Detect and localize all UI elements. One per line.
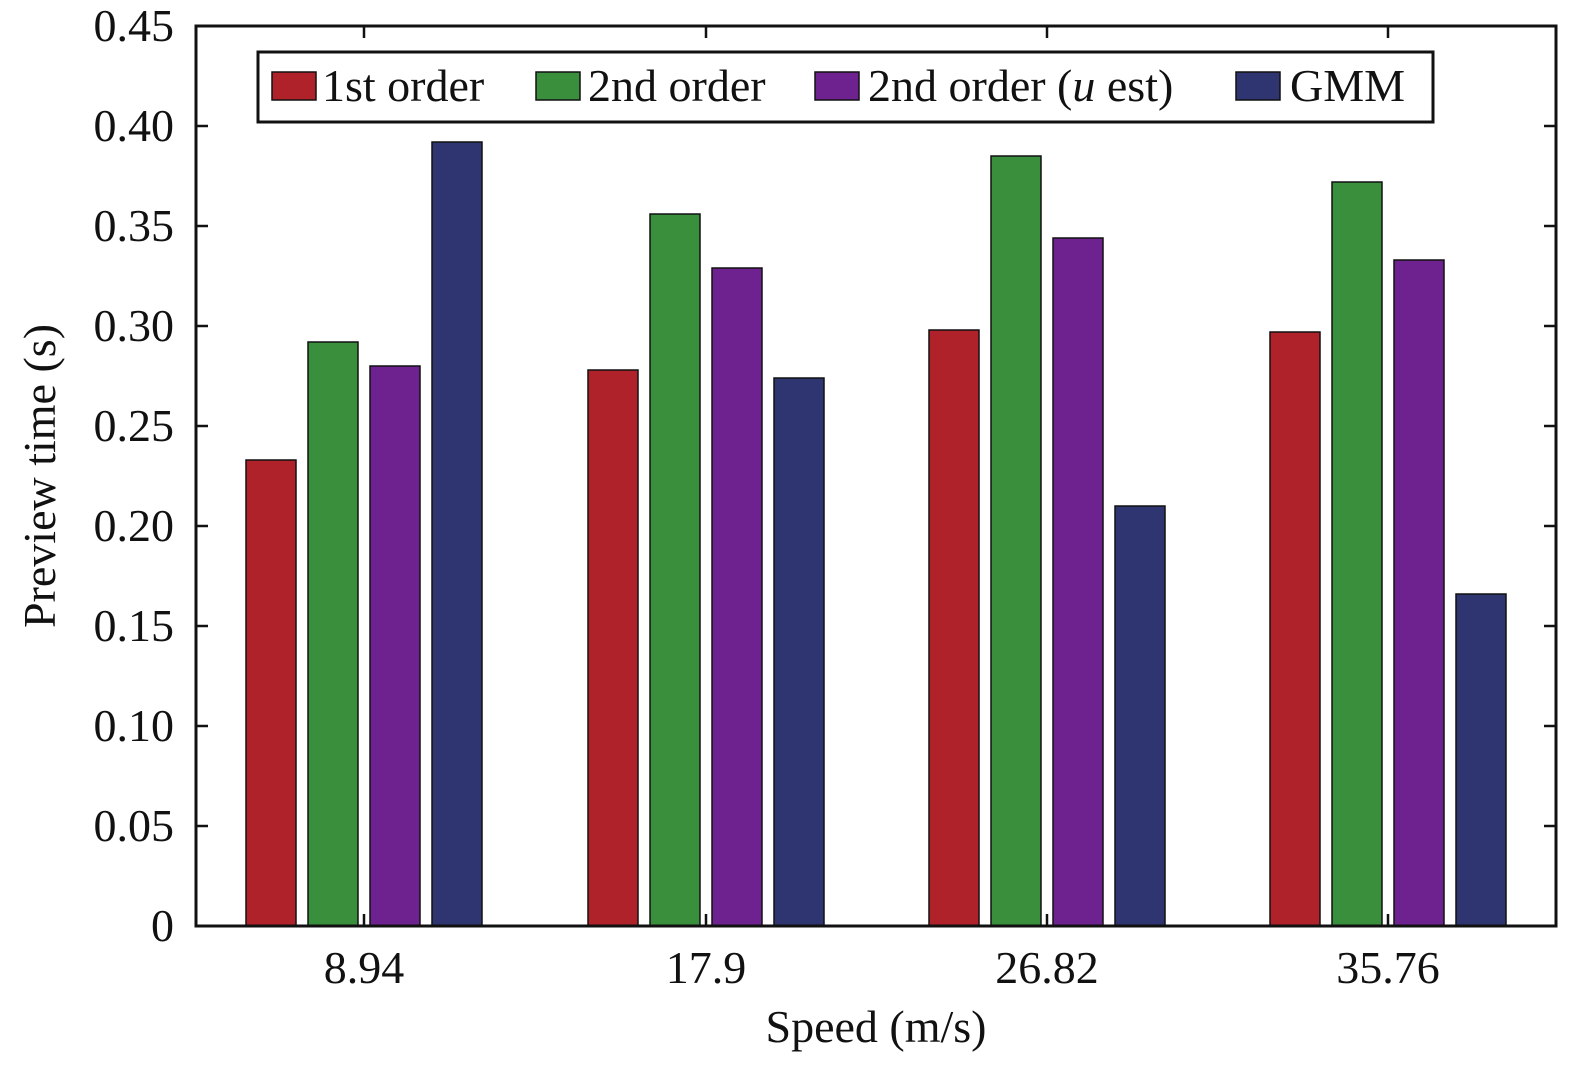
bar-gmm-1 — [773, 377, 825, 927]
legend-label-2nd-order-u-est: 2nd order (u est) — [868, 60, 1173, 111]
bar-1st-order-0 — [245, 459, 297, 927]
legend-label-1st-order: 1st order — [322, 60, 484, 111]
bar-1st-order-1 — [587, 369, 639, 927]
ticks-layer — [196, 24, 1556, 928]
legend-swatch-gmm — [1235, 71, 1281, 101]
bar-2nd-order-u-est-2 — [1052, 237, 1104, 927]
y-tick-label-8: 0.40 — [94, 100, 175, 151]
bar-2nd-order-u-est-1 — [711, 267, 763, 927]
bar-2nd-order-2 — [990, 155, 1042, 927]
bar-gmm-2 — [1114, 505, 1166, 927]
legend-swatch-2nd-order — [535, 71, 581, 101]
x-tick-label-0: 8.94 — [324, 942, 405, 993]
bar-1st-order-3 — [1269, 331, 1321, 927]
bar-group-1 — [587, 213, 825, 927]
x-tick-label-2: 26.82 — [995, 942, 1099, 993]
y-tick-label-5: 0.25 — [94, 400, 175, 451]
bars-layer — [245, 141, 1507, 927]
plot-frame — [194, 24, 1558, 928]
y-tick-label-2: 0.10 — [94, 700, 175, 751]
bar-group-0 — [245, 141, 483, 927]
x-tick-label-1: 17.9 — [666, 942, 747, 993]
bar-2nd-order-u-est-0 — [369, 365, 421, 927]
bar-2nd-order-1 — [649, 213, 701, 927]
legend-label-2nd-order: 2nd order — [588, 60, 766, 111]
bar-1st-order-2 — [928, 329, 980, 927]
y-tick-label-6: 0.30 — [94, 300, 175, 351]
legend-swatch-1st-order — [271, 71, 317, 101]
bar-gmm-3 — [1455, 593, 1507, 927]
legend: 1st order 2nd order 2nd order (u est) GMM — [256, 50, 1435, 124]
y-tick-label-9: 0.45 — [94, 0, 175, 51]
tick-labels-layer: 0 0.05 0.10 0.15 0.20 0.25 0.30 0.35 0.40 0.45 8.9… — [94, 0, 1440, 993]
bar-2nd-order-3 — [1331, 181, 1383, 927]
x-tick-label-3: 35.76 — [1336, 942, 1440, 993]
y-axis-title: Preview time (s) — [14, 324, 65, 628]
bar-gmm-0 — [431, 141, 483, 927]
y-tick-label-3: 0.15 — [94, 600, 175, 651]
bar-group-3 — [1269, 181, 1507, 927]
bar-2nd-order-0 — [307, 341, 359, 927]
legend-label-gmm: GMM — [1290, 60, 1405, 111]
y-tick-label-4: 0.20 — [94, 500, 175, 551]
x-axis-title: Speed (m/s) — [765, 1001, 986, 1052]
y-tick-label-1: 0.05 — [94, 800, 175, 851]
y-tick-label-0: 0 — [151, 900, 174, 951]
y-tick-label-7: 0.35 — [94, 200, 175, 251]
legend-swatch-2nd-order-u-est — [814, 71, 860, 101]
bar-group-2 — [928, 155, 1166, 927]
bar-2nd-order-u-est-3 — [1393, 259, 1445, 927]
